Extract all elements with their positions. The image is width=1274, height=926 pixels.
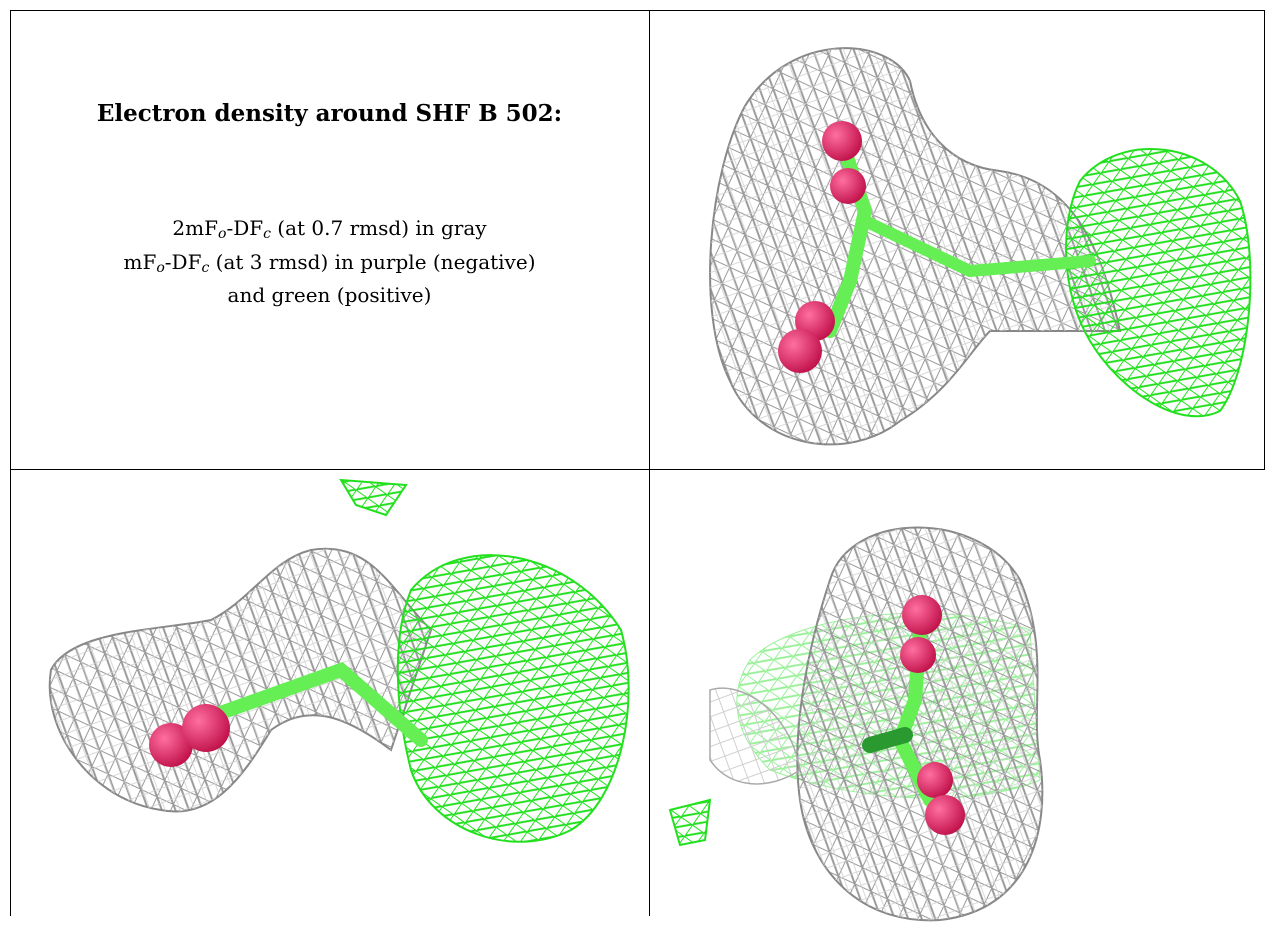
oxygen-atoms xyxy=(900,595,965,835)
green-mesh xyxy=(339,478,630,843)
caption-title: Electron density around SHF B 502: xyxy=(96,100,563,127)
caption-cell: Electron density around SHF B 502: 2mFo-… xyxy=(10,10,649,468)
caption-line-green: and green (positive) xyxy=(227,283,432,307)
density-view-bottom-right xyxy=(650,470,1264,926)
table-border-top xyxy=(10,10,1265,11)
density-view-top-right xyxy=(650,11,1264,469)
gray-mesh xyxy=(709,526,1044,922)
density-view-bottom-left xyxy=(11,470,649,926)
gray-mesh xyxy=(48,547,433,813)
oxygen-atoms xyxy=(149,704,230,767)
green-mesh xyxy=(1065,148,1252,418)
ligand-stick xyxy=(194,662,428,747)
table-border-middle xyxy=(649,10,650,916)
caption-line-mfo: mFo-DFc (at 3 rmsd) in purple (negative) xyxy=(123,250,536,276)
oxygen-atoms xyxy=(778,121,866,373)
caption-line-2mfo: 2mFo-DFc (at 0.7 rmsd) in gray xyxy=(172,216,487,242)
table-border-row xyxy=(10,469,1265,470)
table-border-right xyxy=(1264,10,1265,470)
table-border-left xyxy=(10,10,11,916)
